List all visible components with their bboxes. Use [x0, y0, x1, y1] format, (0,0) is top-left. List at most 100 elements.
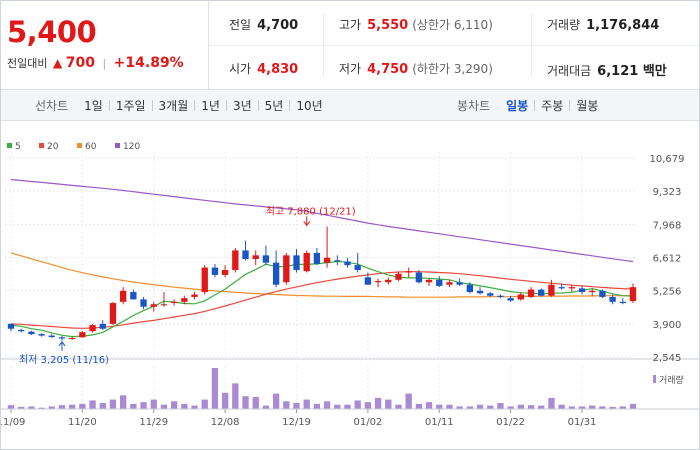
tab-separator [194, 99, 196, 111]
candle-body [160, 304, 168, 306]
legend-ma60-label: 60 [85, 142, 97, 152]
current-price-box: 5,400 전일대비 ▲ 700 | +14.89% [1, 1, 209, 89]
candle-body [425, 279, 433, 283]
volume-bar [507, 406, 514, 409]
volume-bar [425, 402, 433, 409]
upper-limit: (상한가 6,110) [412, 18, 493, 32]
volume-bar [619, 406, 626, 409]
candle-body [354, 265, 361, 271]
candle-body [578, 288, 586, 293]
volume-bar [354, 400, 361, 409]
candle-body [99, 323, 106, 329]
x-tick-label: 01/02 [353, 417, 382, 428]
volume-bar [344, 404, 351, 409]
price-summary: 5,400 전일대비 ▲ 700 | +14.89% 전일 4,700 고가 5,5… [1, 1, 699, 89]
volume-stat: 거래량 1,176,844 [547, 16, 659, 33]
candle-body [446, 282, 453, 285]
candle-body [313, 252, 321, 264]
volume-bar [395, 404, 402, 409]
volume-bar [415, 403, 423, 409]
y-tick-label: 10,679 [650, 154, 685, 165]
volume-bar [476, 404, 484, 409]
candle-body [385, 279, 392, 283]
tab-separator [151, 99, 153, 111]
candle-body [466, 284, 474, 293]
turnover-label: 거래대금 [547, 64, 592, 78]
tab-3m[interactable]: 3개월 [158, 98, 189, 113]
ma20-line [10, 271, 634, 329]
tab-separator [534, 99, 536, 111]
volume-bar [283, 401, 290, 409]
high-arrow-head [303, 221, 311, 227]
candle-body [283, 255, 290, 283]
candle-body [262, 255, 270, 263]
volume-bar [466, 406, 474, 409]
volume-legend-swatch [653, 375, 656, 383]
tab-1w[interactable]: 1주일 [115, 98, 146, 113]
candle-body [79, 332, 86, 338]
y-tick-label: 3,900 [653, 320, 682, 331]
candle-body [599, 290, 606, 297]
candle-body [323, 257, 331, 263]
volume-bar [527, 405, 535, 409]
candle-body [252, 255, 259, 260]
tab-weekly[interactable]: 주봉 [541, 98, 564, 113]
volume-bar [293, 403, 300, 409]
low-stat: 저가 4,750 (하한가 3,290) [339, 60, 493, 77]
candle-body [170, 301, 178, 304]
volume-bar [28, 406, 35, 409]
low-label: 저가 [339, 62, 362, 76]
up-arrow-icon: ▲ [52, 56, 63, 70]
tab-3y[interactable]: 3년 [232, 98, 252, 113]
ma-legend: 5 20 60 120 [7, 142, 140, 152]
moving-averages [10, 178, 634, 338]
high-stat: 고가 5,550 (상한가 6,110) [339, 16, 493, 33]
volume-bar [191, 405, 198, 409]
volume-bar [568, 406, 575, 409]
legend-ma20-swatch [39, 143, 44, 148]
legend-ma5-swatch [7, 143, 12, 148]
volume-bar [323, 401, 331, 409]
y-tick-label: 6,612 [653, 254, 682, 265]
volume-label: 거래량 [547, 18, 581, 32]
tab-5y[interactable]: 5년 [264, 98, 284, 113]
volume-bar [140, 402, 147, 409]
volume-bar [436, 404, 443, 409]
y-tick-label: 9,323 [653, 187, 682, 198]
tab-daily[interactable]: 일봉 [506, 98, 529, 113]
candle-body [58, 337, 66, 339]
volume-bar [69, 404, 76, 409]
candle-body [497, 295, 504, 297]
volume-bar [374, 397, 382, 409]
volume-bar [517, 404, 524, 409]
candle-body [415, 272, 423, 283]
candle-body [211, 267, 219, 275]
candle-body [527, 289, 535, 297]
candle-body [89, 325, 96, 332]
volume-bar [18, 406, 25, 409]
x-tick-label: 01/22 [496, 417, 525, 428]
tab-monthly[interactable]: 월봉 [576, 98, 599, 113]
high-label: 고가 [339, 18, 362, 32]
candle-body [538, 289, 545, 296]
volume-bar [446, 404, 453, 409]
volume-bar [7, 405, 15, 409]
tab-separator [225, 99, 227, 111]
volume-bar [487, 405, 494, 409]
tab-1d[interactable]: 1일 [84, 98, 103, 113]
volume-bar [99, 403, 106, 409]
prev-close-value: 4,700 [257, 18, 299, 33]
tab-1y[interactable]: 1년 [201, 98, 220, 113]
tab-separator [569, 99, 571, 111]
line-chart-label: 선차트 [35, 98, 69, 113]
change-rate: +14.89% [113, 55, 184, 71]
candle-body [28, 331, 35, 335]
tab-10y[interactable]: 10년 [296, 98, 323, 113]
candle-body [120, 290, 127, 302]
candle-body [303, 252, 310, 272]
candle-body [7, 323, 15, 329]
tab-separator [289, 99, 291, 111]
volume-bar [160, 404, 168, 409]
low-arrow-head [58, 341, 66, 347]
candle-body [619, 301, 626, 304]
